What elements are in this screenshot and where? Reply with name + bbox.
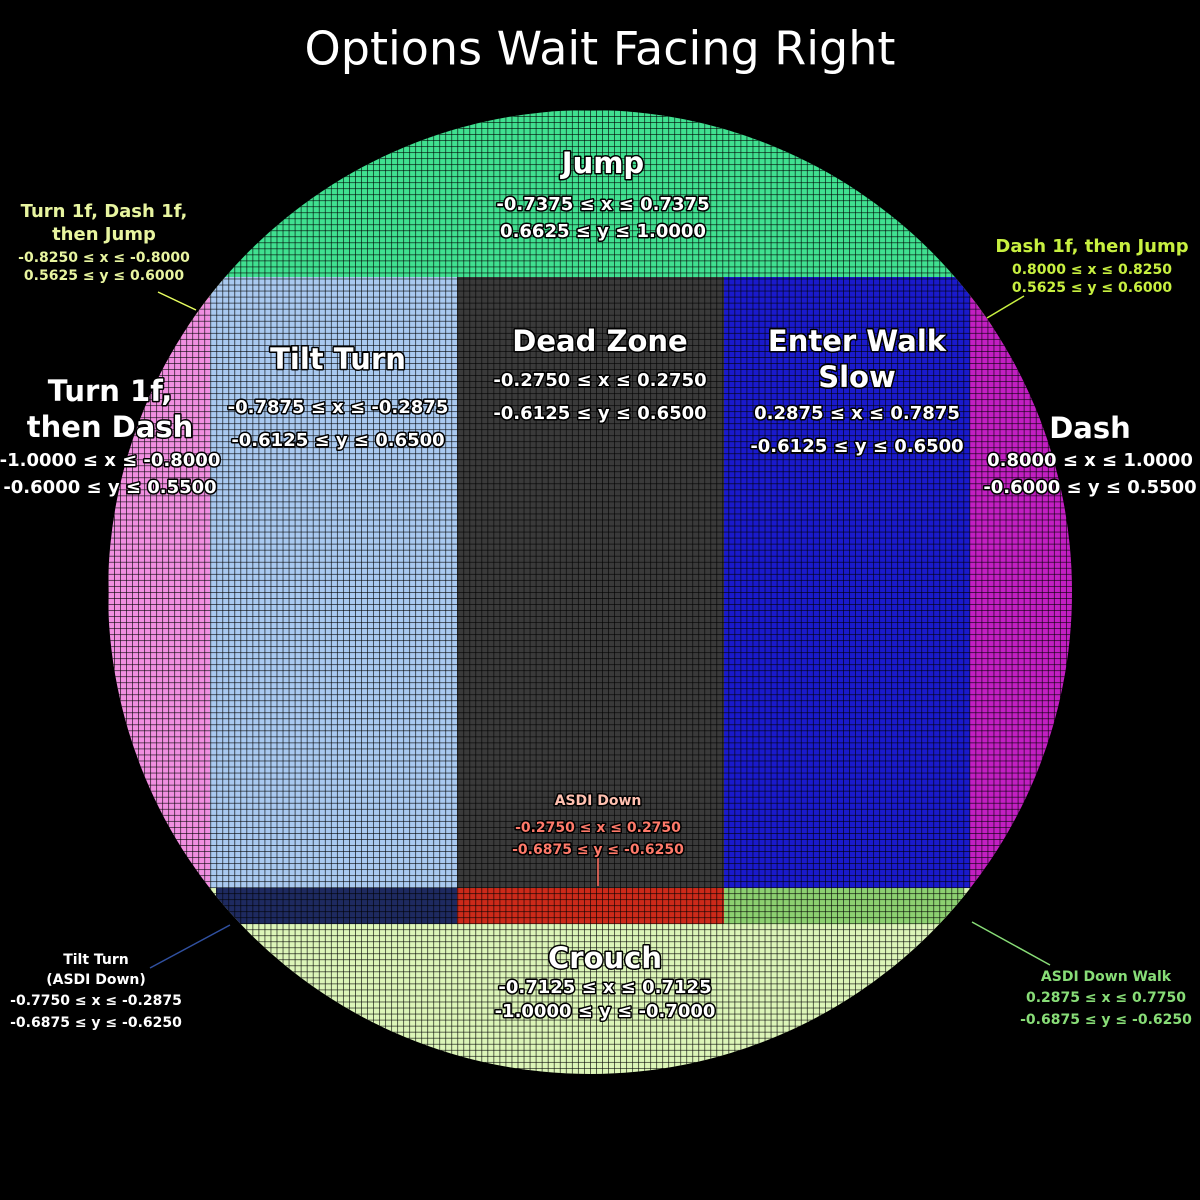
y-range: -0.6875 ≤ y ≤ -0.6250 xyxy=(10,1015,182,1031)
labels: Jump -0.7375 ≤ x ≤ 0.7375 0.6625 ≤ y ≤ 1.0… xyxy=(0,145,1198,1033)
y-range: -0.6875 ≤ y ≤ -0.6250 xyxy=(512,842,684,858)
grid xyxy=(108,110,1072,1074)
region-label: (ASDI Down) xyxy=(46,972,146,988)
y-range: 0.5625 ≤ y ≤ 0.6000 xyxy=(1012,280,1172,296)
region-label: Dead Zone xyxy=(512,324,687,358)
leader-lines xyxy=(149,291,1051,969)
region-label: ASDI Down xyxy=(555,793,642,809)
x-range: 0.2875 ≤ x ≤ 0.7750 xyxy=(1026,990,1186,1006)
y-range: -1.0000 ≤ y ≤ -0.7000 xyxy=(495,1001,716,1022)
region-label: Tilt Turn xyxy=(63,952,129,968)
y-range: -0.6125 ≤ y ≤ 0.6500 xyxy=(231,430,444,451)
leader-line xyxy=(971,921,1051,966)
region-label: Turn 1f, Dash 1f, xyxy=(21,201,188,222)
leader-line xyxy=(157,291,197,311)
x-range: 0.2875 ≤ x ≤ 0.7875 xyxy=(754,403,960,424)
y-range: 0.5625 ≤ y ≤ 0.6000 xyxy=(24,268,184,284)
x-range: -1.0000 ≤ x ≤ -0.8000 xyxy=(0,450,220,471)
region-label: Crouch xyxy=(548,941,662,975)
x-range: -0.7125 ≤ x ≤ 0.7125 xyxy=(498,977,711,998)
y-range: -0.6875 ≤ y ≤ -0.6250 xyxy=(1020,1012,1192,1028)
y-range: -0.6125 ≤ y ≤ 0.6500 xyxy=(493,403,706,424)
y-range: -0.6000 ≤ y ≤ 0.5500 xyxy=(3,477,216,498)
y-range: -0.6000 ≤ y ≤ 0.5500 xyxy=(983,477,1196,498)
region-label: Tilt Turn xyxy=(270,342,406,376)
title: Options Wait Facing Right xyxy=(305,22,896,76)
x-range: -0.2750 ≤ x ≤ 0.2750 xyxy=(493,370,706,391)
x-range: -0.7875 ≤ x ≤ -0.2875 xyxy=(228,397,449,418)
leader-line xyxy=(986,295,1025,319)
leader-line xyxy=(149,924,231,969)
region-label: ASDI Down Walk xyxy=(1041,969,1172,985)
x-range: 0.8000 ≤ x ≤ 0.8250 xyxy=(1012,262,1172,278)
region-label: then Jump xyxy=(52,224,156,245)
x-range: -0.2750 ≤ x ≤ 0.2750 xyxy=(515,820,681,836)
region-label: Enter Walk xyxy=(768,324,947,358)
region-label: Dash 1f, then Jump xyxy=(995,236,1188,257)
y-range: 0.6625 ≤ y ≤ 1.0000 xyxy=(500,221,706,242)
region-label: Slow xyxy=(818,360,896,394)
region-label: Dash xyxy=(1049,411,1131,445)
region-label: Jump xyxy=(560,146,644,180)
x-range: -0.7375 ≤ x ≤ 0.7375 xyxy=(496,194,709,215)
region-label: Turn 1f, xyxy=(48,374,173,408)
x-range: -0.8250 ≤ x ≤ -0.8000 xyxy=(18,250,190,266)
x-range: 0.8000 ≤ x ≤ 1.0000 xyxy=(987,450,1193,471)
region-label: then Dash xyxy=(27,410,193,444)
y-range: -0.6125 ≤ y ≤ 0.6500 xyxy=(750,436,963,457)
x-range: -0.7750 ≤ x ≤ -0.2875 xyxy=(10,993,182,1009)
